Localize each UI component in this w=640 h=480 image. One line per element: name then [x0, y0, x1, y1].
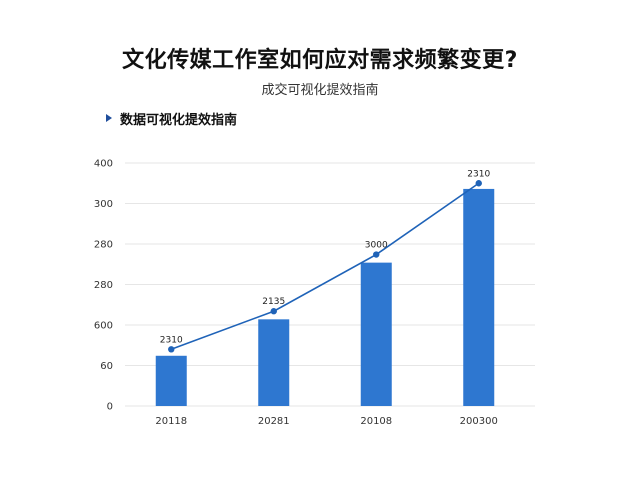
data-label: 3000 [365, 241, 388, 251]
data-label: 2135 [262, 297, 285, 307]
y-tick-label: 280 [94, 280, 113, 291]
data-label: 2310 [160, 335, 183, 345]
y-axis-ticks: 0 60 600 280 280 300 400 [94, 159, 113, 413]
page-subtitle: 成交可视化提效指南 [261, 83, 379, 98]
section-heading-label: 数据可视化提效指南 [120, 112, 238, 128]
bar [463, 188, 495, 406]
triangle-marker-icon [106, 114, 112, 122]
bar [360, 262, 392, 406]
line-point [168, 346, 175, 353]
y-tick-label: 300 [94, 199, 113, 210]
y-tick-label: 600 [94, 321, 113, 332]
y-tick-label: 60 [100, 361, 113, 372]
section-heading: 数据可视化提效指南 [106, 108, 237, 128]
x-tick-label: 20281 [258, 416, 290, 427]
data-labels: 2310 2135 3000 2310 [160, 169, 491, 345]
x-tick-label: 20118 [155, 416, 187, 427]
line-point [475, 180, 482, 187]
x-axis-ticks: 20118 20281 20108 200300 [155, 416, 498, 427]
x-tick-label: 20108 [360, 416, 392, 427]
line-series [168, 180, 482, 353]
x-tick-label: 200300 [460, 416, 498, 427]
trend-line [170, 182, 480, 351]
data-label: 2310 [467, 169, 490, 179]
y-tick-label: 280 [94, 240, 113, 251]
bar [155, 355, 187, 406]
y-tick-label: 0 [107, 402, 113, 413]
y-tick-label: 400 [94, 159, 113, 170]
line-point [270, 308, 277, 315]
bar [258, 319, 290, 406]
page-title: 文化传媒工作室如何应对需求频繁变更? [122, 48, 518, 73]
line-point [373, 251, 380, 258]
bar-series [155, 188, 495, 406]
